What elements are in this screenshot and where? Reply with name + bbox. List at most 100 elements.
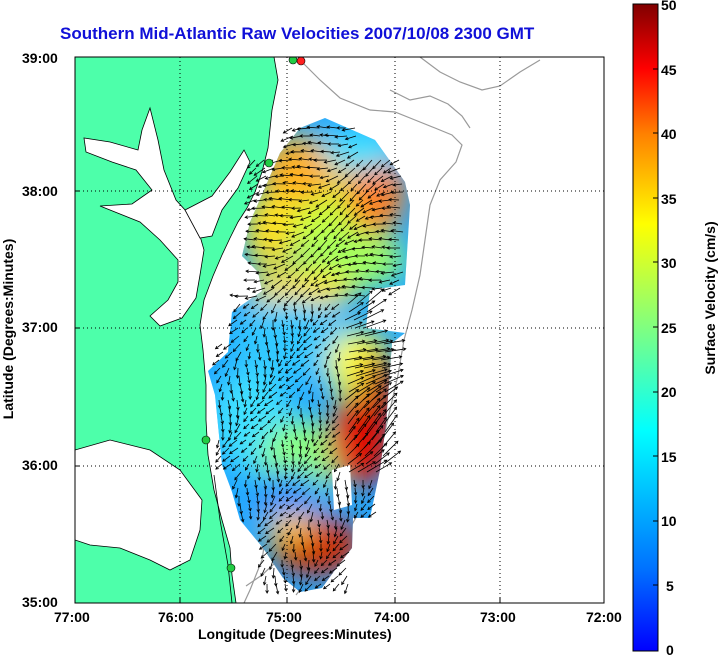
velocity-vector [269, 375, 276, 385]
velocity-vector [245, 295, 258, 299]
velocity-vector [381, 271, 395, 274]
velocity-vector-head [346, 518, 350, 523]
velocity-vector-head [386, 452, 390, 456]
velocity-vector [297, 207, 311, 212]
velocity-vector [310, 415, 314, 426]
velocity-vector [260, 303, 268, 311]
velocity-vector-head [298, 533, 302, 538]
velocity-vector-head [316, 125, 321, 129]
velocity-vector [284, 295, 294, 307]
velocity-vector-head [256, 516, 260, 521]
velocity-vector [353, 356, 374, 361]
velocity-vector [290, 239, 301, 246]
velocity-vector [363, 362, 387, 369]
velocity-vector [289, 407, 293, 416]
velocity-vector-head [371, 287, 376, 291]
velocity-vector-head [247, 387, 252, 392]
velocity-vector [298, 455, 303, 465]
velocity-vector-head [358, 452, 363, 457]
velocity-vector-head [283, 579, 287, 584]
velocity-vector-head [312, 329, 317, 333]
velocity-vector-head [285, 231, 290, 235]
velocity-vector [324, 303, 331, 311]
velocity-vector [319, 207, 329, 216]
velocity-vector-head [333, 468, 338, 473]
velocity-vector-head [239, 321, 244, 325]
velocity-vector-head [378, 280, 383, 284]
velocity-vector [383, 222, 394, 225]
velocity-vector-head [317, 523, 321, 528]
velocity-vector-head [308, 291, 313, 296]
velocity-vector [254, 254, 267, 257]
velocity-vector-head [244, 296, 249, 300]
velocity-vector [330, 575, 339, 583]
velocity-vector-head [382, 319, 387, 323]
velocity-vector-head [340, 228, 344, 232]
velocity-vector-head [254, 213, 258, 218]
velocity-vector-head [302, 309, 307, 314]
velocity-vector-head [321, 457, 326, 462]
velocity-vector [346, 402, 359, 417]
velocity-vector-head [267, 477, 272, 482]
velocity-vector-head [318, 427, 323, 432]
velocity-vector [233, 303, 241, 313]
velocity-vector [275, 463, 279, 474]
velocity-vector-head [383, 416, 387, 421]
velocity-vector-head [320, 449, 325, 453]
velocity-vector-head [383, 379, 388, 383]
velocity-vector [293, 295, 303, 305]
velocity-vector [355, 167, 365, 178]
velocity-vector [340, 519, 346, 530]
velocity-vector-head [302, 549, 306, 554]
velocity-vector-head [319, 388, 323, 392]
velocity-vector-head [272, 455, 277, 459]
velocity-vector [323, 463, 331, 470]
velocity-vector-head [389, 254, 393, 259]
velocity-vector-head [309, 518, 313, 523]
velocity-vector-head [305, 574, 310, 579]
velocity-vector-head [321, 274, 326, 279]
velocity-vector [232, 463, 241, 471]
velocity-vector [328, 375, 331, 384]
velocity-vector-head [304, 588, 309, 592]
velocity-vector [345, 294, 357, 297]
velocity-vector-head [243, 484, 248, 488]
velocity-vector-head [282, 339, 287, 344]
velocity-vector [306, 166, 320, 169]
velocity-vector [247, 191, 260, 199]
velocity-vector-head [393, 399, 398, 403]
velocity-vector [263, 511, 269, 520]
velocity-vector-head [313, 276, 318, 281]
velocity-vector [330, 151, 341, 154]
velocity-vector [318, 527, 321, 535]
velocity-vector-head [262, 381, 267, 386]
velocity-vector-head [249, 410, 254, 415]
velocity-vector [287, 527, 293, 536]
velocity-vector-head [283, 302, 288, 307]
velocity-vector-head [277, 370, 282, 374]
velocity-vector [304, 319, 310, 330]
velocity-vector [337, 199, 346, 209]
velocity-vector [242, 455, 249, 462]
velocity-vector-head [380, 228, 385, 233]
velocity-vector [301, 279, 310, 288]
velocity-vector [317, 399, 320, 407]
velocity-vector [307, 503, 313, 514]
velocity-vector-head [228, 450, 233, 455]
velocity-vector [272, 167, 284, 171]
velocity-vector [329, 263, 340, 270]
velocity-vector-head [294, 291, 298, 296]
velocity-vector [366, 459, 388, 473]
velocity-vector [331, 455, 339, 463]
velocity-vector-head [320, 516, 325, 520]
velocity-vector [324, 311, 332, 318]
velocity-vector [266, 271, 278, 276]
velocity-vector-head [327, 501, 331, 505]
velocity-vector [338, 215, 348, 226]
velocity-vector [319, 535, 322, 543]
velocity-vector [256, 271, 269, 274]
velocity-vector-head [336, 563, 341, 567]
velocity-vector [344, 389, 359, 401]
velocity-vector-head [330, 516, 334, 521]
velocity-vector [223, 343, 232, 350]
